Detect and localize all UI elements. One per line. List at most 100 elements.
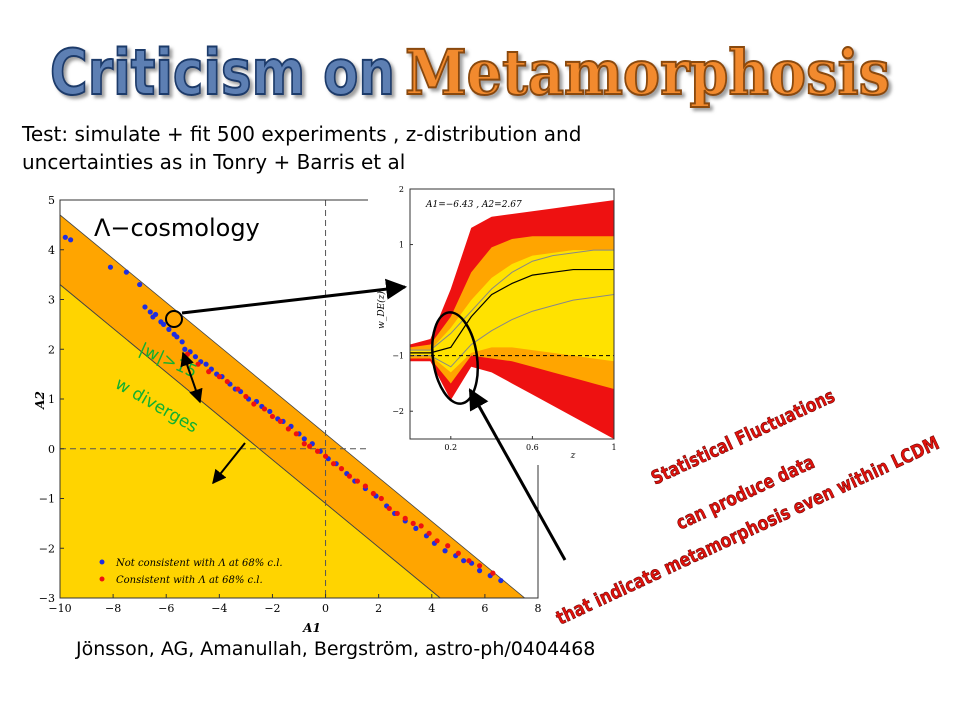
red-point [455,550,461,556]
y-tick-label: 1 [48,393,55,406]
legend-entry-red: Consistent with Λ at 68% c.l. [116,575,263,586]
inset-y-tick-label: −1 [392,352,404,361]
red-point [184,351,191,357]
blue-point [498,577,504,584]
red-point [206,369,212,375]
red-point [490,570,496,576]
blue-point [267,408,273,415]
red-point [354,478,361,484]
blue-point [147,309,153,315]
y-tick-label: 4 [48,244,55,257]
blue-point [68,237,74,243]
y-axis-ticks: −3 −2 −1 0 1 2 3 4 5 [39,194,64,605]
inset-annotation: A1=−6.43 , A2=2.67 [425,200,522,210]
blue-point [166,326,172,332]
blue-point [137,281,143,288]
red-point [243,393,249,400]
red-point [466,558,472,564]
legend: Not consistent with Λ at 68% c.l. Consis… [99,558,283,586]
x-axis-ticks: −10 −8 −6 −4 −2 0 2 4 6 8 [48,594,542,615]
inset-x-tick-label: 0.2 [444,443,457,452]
blue-point [174,334,180,340]
slide-title: Criticism on Metamorphosis [49,35,891,110]
blue-point [123,269,129,275]
red-point [346,473,353,479]
inset-y-tick-label: −2 [392,407,404,416]
x-tick-label: −10 [48,602,71,615]
x-tick-label: −4 [211,602,227,615]
red-point [338,466,345,472]
red-point [251,401,257,407]
red-point [370,490,376,497]
y-tick-label: 3 [48,294,55,307]
blue-point [442,548,448,554]
x-tick-label: −8 [105,602,121,615]
y-tick-label: −2 [39,542,55,555]
blue-point [192,354,199,360]
intro-line-1: Test: simulate + fit 500 experiments , z… [22,122,582,146]
legend-marker-blue [99,559,105,565]
red-point [285,426,291,432]
red-point [301,441,307,447]
blue-point [62,234,68,240]
blue-point [461,558,467,564]
intro-text: Test: simulate + fit 500 experiments , z… [22,120,581,176]
red-point [269,413,276,420]
red-point [195,361,201,367]
x-tick-label: 6 [481,602,488,615]
blue-point [301,436,307,442]
inset-x-label: z [570,451,576,461]
inset-x-tick-label: 0.6 [526,443,539,452]
red-point [224,378,230,385]
blue-point [160,321,167,327]
inset-x-tick-label: 1 [611,443,616,452]
red-point [394,510,400,517]
red-point [410,520,416,526]
inner-band-edge-lower [60,284,441,598]
x-tick-label: 8 [535,602,542,615]
blue-point [476,568,483,574]
blue-point [203,361,209,367]
inset-y-label: w_DE(z) [376,291,387,329]
x-tick-label: 2 [375,602,382,615]
red-point [216,374,222,380]
citation: Jönsson, AG, Amanullah, Bergström, astro… [76,638,596,660]
title-part-2: Metamorphosis [405,36,890,109]
scatter-points [62,234,504,584]
red-point [402,515,408,521]
red-point [277,418,284,424]
inset-y-ticks: −2 −1 1 2 [392,185,413,416]
x-tick-label: −6 [158,602,174,615]
x-tick-label: 0 [322,602,329,615]
x-tick-label: 4 [428,602,435,615]
y-tick-label: 2 [48,343,55,356]
red-point [261,406,268,412]
red-point [314,448,321,454]
y-tick-label: 5 [48,194,55,207]
y-tick-label: 0 [48,443,55,456]
conclusion-line-3: that indicate metamorphosis even within … [553,432,943,629]
blue-point [142,304,148,310]
red-point [235,386,241,392]
x-axis-label: A1 [302,621,321,635]
blue-point [153,311,159,318]
inset-y-tick-label: 2 [399,185,404,194]
red-point [434,538,440,544]
intro-line-2: uncertainties as in Tonry + Barris et al [22,150,406,174]
blue-point [182,346,188,352]
red-point [293,431,299,437]
blue-point [413,525,419,531]
red-point [322,453,329,459]
red-point [426,530,432,536]
blue-point [107,264,114,270]
red-point [378,495,384,502]
y-axis-label: A2 [33,391,47,410]
x-tick-label: −2 [264,602,280,615]
inset-y-tick-label: 1 [399,241,404,250]
red-point [330,461,337,467]
blue-point [179,339,185,345]
title-part-1: Criticism on [50,36,395,109]
red-point [445,543,451,549]
red-point [307,443,313,449]
